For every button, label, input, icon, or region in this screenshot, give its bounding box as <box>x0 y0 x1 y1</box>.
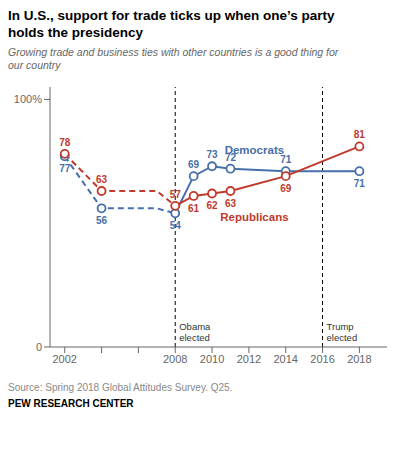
svg-text:57: 57 <box>170 189 182 200</box>
svg-text:71: 71 <box>354 178 366 189</box>
svg-text:2012: 2012 <box>237 353 261 365</box>
svg-text:2014: 2014 <box>273 353 297 365</box>
svg-text:77: 77 <box>59 163 71 174</box>
svg-text:63: 63 <box>96 174 108 185</box>
html-text:PEW RESEARCH CENTER: PEW RESEARCH CENTER <box>8 398 134 409</box>
html-text:In U.S., support for trade tic: In U.S., support for trade ticks up when… <box>8 8 335 40</box>
svg-text:73: 73 <box>206 149 218 160</box>
svg-text:61: 61 <box>188 203 200 214</box>
svg-text:Obamaelected: Obamaelected <box>179 321 211 343</box>
svg-text:63: 63 <box>225 198 237 209</box>
svg-text:69: 69 <box>280 183 292 194</box>
svg-text:100%: 100% <box>14 93 42 105</box>
svg-text:54: 54 <box>170 220 182 231</box>
svg-text:72: 72 <box>224 151 236 163</box>
svg-text:69: 69 <box>188 159 200 170</box>
svg-text:Democrats: Democrats <box>225 144 284 156</box>
svg-text:2010: 2010 <box>200 353 224 365</box>
svg-text:2018: 2018 <box>347 353 371 365</box>
svg-text:2008: 2008 <box>163 353 187 365</box>
svg-text:78: 78 <box>59 137 71 148</box>
svg-text:Republicans: Republicans <box>220 211 288 223</box>
html-text:Source: Spring 2018 Global Att: Source: Spring 2018 Global Attitudes Sur… <box>8 382 233 393</box>
svg-text:2016: 2016 <box>310 353 334 365</box>
svg-text:71: 71 <box>280 154 292 166</box>
svg-text:0: 0 <box>36 341 42 353</box>
svg-text:81: 81 <box>354 129 366 140</box>
svg-text:62: 62 <box>206 201 218 212</box>
svg-text:56: 56 <box>96 215 108 226</box>
html-text:Growing trade and business tie: Growing trade and business ties with oth… <box>8 45 339 72</box>
svg-text:2002: 2002 <box>52 353 76 365</box>
svg-text:Trumpelected: Trumpelected <box>327 321 358 343</box>
